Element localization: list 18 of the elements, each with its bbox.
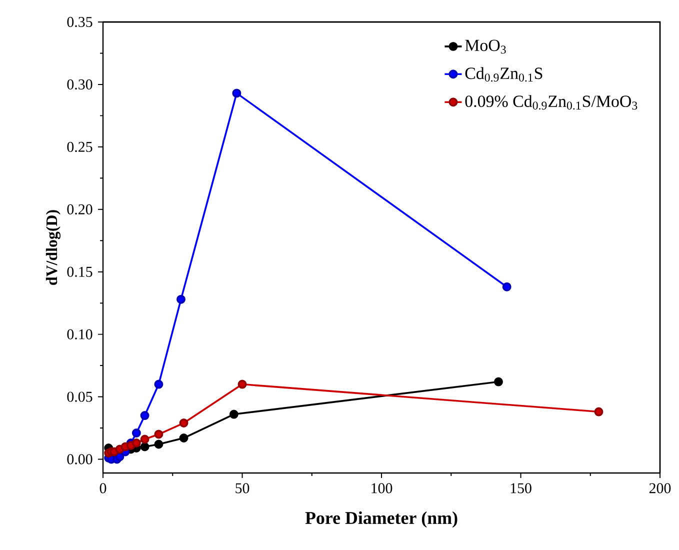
y-tick-label: 0.10: [67, 329, 92, 340]
x-tick-label: 200: [649, 483, 671, 494]
x-tick-label: 150: [510, 483, 532, 494]
y-tick-label: 0.35: [67, 16, 92, 28]
x-tick-label: 100: [372, 483, 392, 494]
x-tick-label: 0: [100, 483, 106, 494]
y-tick-label: 0.25: [67, 142, 92, 152]
x-tick-label: 50: [236, 483, 250, 494]
x-axis-title: Pore Diameter (nm): [305, 511, 458, 528]
y-tick-label: 0.15: [67, 266, 92, 277]
legend-label: MoO$_{3}$: [465, 40, 506, 54]
legend-label: 0.09% Cd$_{0.9}$Zn$_{0.1}$S/MoO$_{3}$: [465, 95, 638, 110]
y-tick-label: 0.30: [67, 79, 92, 90]
y-tick-label: 0.20: [67, 204, 92, 214]
legend-label: Cd$_{0.9}$Zn$_{0.1}$S: [465, 67, 542, 82]
y-tick-label: 0.05: [67, 392, 92, 402]
y-tick-label: 0.00: [67, 454, 92, 464]
y-axis-title: dV/dlog(D): [46, 210, 61, 285]
